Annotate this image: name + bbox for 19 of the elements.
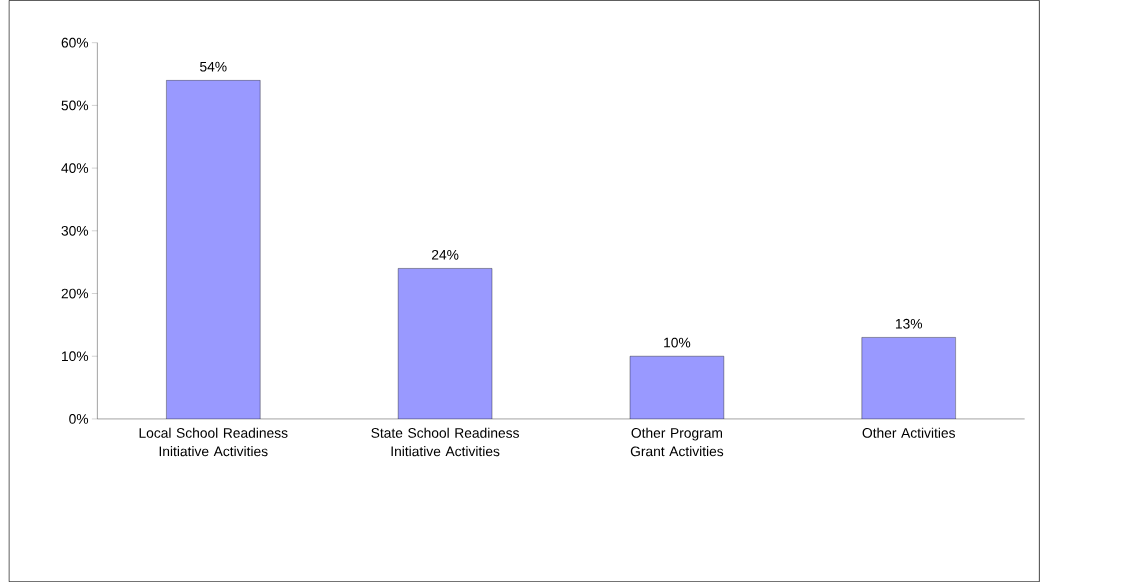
y-tick-label: 20% xyxy=(61,288,89,299)
x-tick-label: Other Program Grant Activities xyxy=(630,427,724,457)
x-tick-label: Other Activities xyxy=(862,427,955,438)
x-tick-label: State School Readiness Initiative Activities xyxy=(371,427,519,457)
y-tick-label: 10% xyxy=(62,351,89,362)
x-tick-label: Local School Readiness Initiative Activities xyxy=(139,427,288,457)
data-label: 10% xyxy=(664,337,691,348)
data-label: 13% xyxy=(895,318,923,329)
bar xyxy=(630,356,724,419)
bar xyxy=(398,268,493,419)
data-label: 24% xyxy=(431,249,459,260)
y-tick-label: 40% xyxy=(61,163,89,173)
y-tick-label: 50% xyxy=(61,100,89,111)
bar xyxy=(166,80,261,419)
y-tick-label: 60% xyxy=(61,37,89,48)
y-tick-label: 30% xyxy=(61,225,89,236)
data-label: 54% xyxy=(200,61,227,72)
bar xyxy=(861,337,956,419)
y-tick-label: 0% xyxy=(69,413,89,424)
